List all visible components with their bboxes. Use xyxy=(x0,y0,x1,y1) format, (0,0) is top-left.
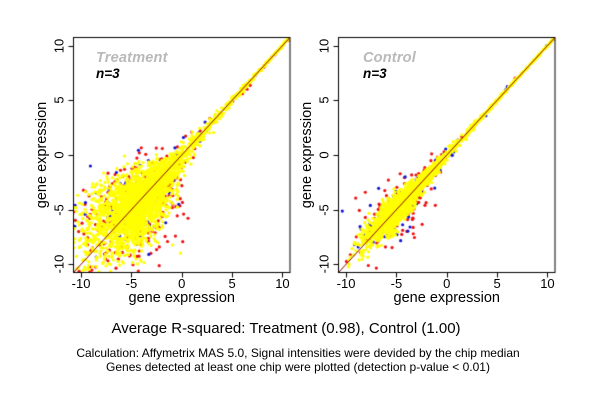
sample-size-label-treatment: n=3 xyxy=(96,66,120,81)
panel-title-control: Control xyxy=(363,50,416,66)
caption-r-squared: Average R-squared: Treatment (0.98), Con… xyxy=(111,320,461,337)
sample-size-label-control: n=3 xyxy=(363,66,387,81)
y-axis-label-control: gene expression xyxy=(299,101,315,209)
y-tick-label: 0 xyxy=(316,151,332,159)
x-tick-label: -5 xyxy=(125,276,138,291)
x-tick-label: -10 xyxy=(71,276,91,291)
x-tick-label: 10 xyxy=(540,276,555,291)
x-tick-label: 10 xyxy=(275,276,290,291)
y-tick-label: 10 xyxy=(316,38,332,53)
y-tick-label: -5 xyxy=(51,203,67,216)
x-tick-label: -10 xyxy=(336,276,356,291)
y-tick-label: 5 xyxy=(51,96,67,104)
x-axis-label-control: gene expression xyxy=(393,290,500,306)
y-tick-label: 10 xyxy=(51,38,67,53)
y-tick-label: -5 xyxy=(316,203,332,216)
x-tick-label: 5 xyxy=(228,276,236,291)
x-tick-label: 0 xyxy=(178,276,186,291)
y-tick-label: 5 xyxy=(316,96,332,104)
caption-calculation: Calculation: Affymetrix MAS 5.0, Signal … xyxy=(76,346,520,360)
x-tick-label: -5 xyxy=(390,276,403,291)
y-tick-label: 0 xyxy=(51,151,67,159)
x-axis-label-treatment: gene expression xyxy=(128,290,235,306)
y-axis-label-treatment: gene expression xyxy=(34,101,50,209)
x-tick-label: 5 xyxy=(493,276,501,291)
panel-title-treatment: Treatment xyxy=(96,50,168,66)
y-tick-label: -10 xyxy=(316,254,332,274)
caption-detection: Genes detected at least one chip were pl… xyxy=(106,360,490,374)
y-tick-label: -10 xyxy=(51,254,67,274)
x-tick-label: 0 xyxy=(443,276,451,291)
